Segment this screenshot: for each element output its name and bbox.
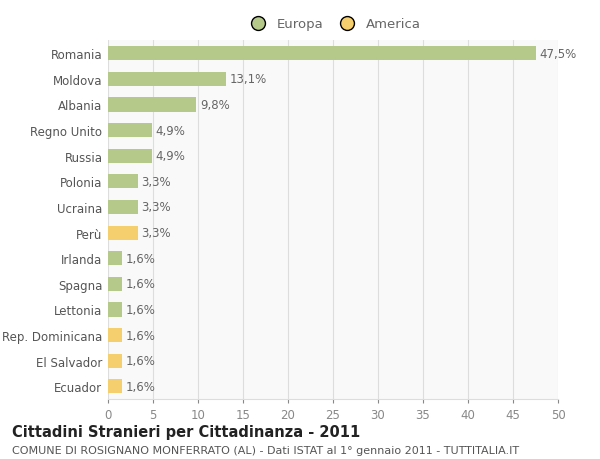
Text: 1,6%: 1,6% (126, 303, 156, 316)
Bar (108, 252, 122, 266)
Bar (108, 149, 152, 163)
Bar (108, 73, 226, 87)
Text: 47,5%: 47,5% (539, 48, 577, 61)
Bar (108, 124, 152, 138)
Text: 3,3%: 3,3% (142, 201, 171, 214)
Text: Cittadini Stranieri per Cittadinanza - 2011: Cittadini Stranieri per Cittadinanza - 2… (12, 425, 360, 440)
Text: 4,9%: 4,9% (156, 150, 185, 163)
Bar (108, 201, 138, 214)
Text: COMUNE DI ROSIGNANO MONFERRATO (AL) - Dati ISTAT al 1° gennaio 2011 - TUTTITALIA: COMUNE DI ROSIGNANO MONFERRATO (AL) - Da… (12, 445, 519, 455)
Bar (108, 380, 122, 393)
Text: 9,8%: 9,8% (200, 99, 230, 112)
Bar (108, 303, 122, 317)
Bar (108, 277, 122, 291)
Text: 1,6%: 1,6% (126, 354, 156, 368)
Text: 1,6%: 1,6% (126, 329, 156, 342)
Text: 13,1%: 13,1% (229, 73, 267, 86)
Text: 1,6%: 1,6% (126, 380, 156, 393)
Text: 4,9%: 4,9% (156, 124, 185, 137)
Bar (108, 226, 138, 240)
Bar (108, 175, 138, 189)
Text: 1,6%: 1,6% (126, 252, 156, 265)
Bar (108, 328, 122, 342)
Legend: Europa, America: Europa, America (245, 18, 421, 31)
Bar (108, 354, 122, 368)
Bar (108, 98, 196, 112)
Text: 3,3%: 3,3% (142, 175, 171, 189)
Text: 1,6%: 1,6% (126, 278, 156, 291)
Text: 3,3%: 3,3% (142, 227, 171, 240)
Bar (108, 47, 536, 61)
